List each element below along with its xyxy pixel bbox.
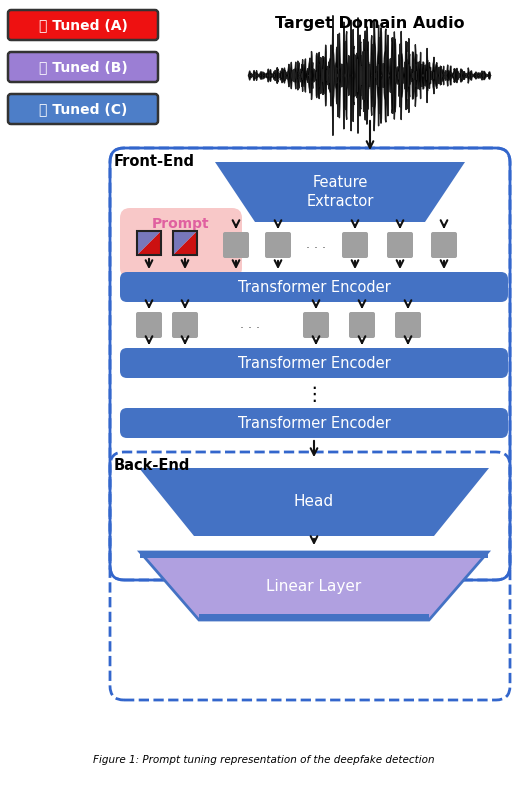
- FancyBboxPatch shape: [120, 208, 242, 278]
- FancyBboxPatch shape: [431, 232, 457, 258]
- FancyBboxPatch shape: [120, 408, 508, 438]
- Polygon shape: [137, 231, 161, 255]
- Text: Feature
Extractor: Feature Extractor: [306, 175, 374, 209]
- FancyBboxPatch shape: [342, 232, 368, 258]
- FancyBboxPatch shape: [265, 232, 291, 258]
- FancyBboxPatch shape: [387, 232, 413, 258]
- FancyBboxPatch shape: [395, 312, 421, 338]
- Text: . . .: . . .: [240, 318, 260, 332]
- Polygon shape: [140, 552, 488, 558]
- Text: Target Domain Audio: Target Domain Audio: [275, 16, 465, 31]
- Text: Transformer Encoder: Transformer Encoder: [238, 356, 390, 371]
- FancyBboxPatch shape: [120, 348, 508, 378]
- FancyBboxPatch shape: [8, 10, 158, 40]
- FancyBboxPatch shape: [136, 312, 162, 338]
- Text: Transformer Encoder: Transformer Encoder: [238, 279, 390, 295]
- Text: 🔥 Tuned (A): 🔥 Tuned (A): [39, 18, 127, 32]
- Text: ⋮: ⋮: [304, 384, 324, 403]
- Text: Head: Head: [294, 495, 334, 510]
- FancyBboxPatch shape: [303, 312, 329, 338]
- Text: Figure 1: Prompt tuning representation of the deepfake detection: Figure 1: Prompt tuning representation o…: [93, 755, 435, 765]
- FancyBboxPatch shape: [8, 94, 158, 124]
- Polygon shape: [137, 231, 161, 255]
- Text: Linear Layer: Linear Layer: [266, 579, 362, 593]
- Polygon shape: [173, 231, 197, 255]
- Text: Front-End: Front-End: [114, 155, 195, 169]
- Polygon shape: [139, 468, 489, 536]
- FancyBboxPatch shape: [8, 52, 158, 82]
- Text: 🔥 Tuned (B): 🔥 Tuned (B): [39, 60, 127, 74]
- Text: Back-End: Back-End: [114, 458, 191, 473]
- Polygon shape: [140, 552, 488, 620]
- Polygon shape: [215, 162, 465, 222]
- Polygon shape: [173, 231, 197, 255]
- FancyBboxPatch shape: [172, 312, 198, 338]
- FancyBboxPatch shape: [120, 272, 508, 302]
- Text: Transformer Encoder: Transformer Encoder: [238, 415, 390, 430]
- Text: Prompt: Prompt: [152, 217, 210, 231]
- Text: . . .: . . .: [306, 238, 326, 252]
- FancyBboxPatch shape: [223, 232, 249, 258]
- FancyBboxPatch shape: [349, 312, 375, 338]
- Polygon shape: [199, 614, 429, 620]
- Text: 🔥 Tuned (C): 🔥 Tuned (C): [39, 102, 127, 116]
